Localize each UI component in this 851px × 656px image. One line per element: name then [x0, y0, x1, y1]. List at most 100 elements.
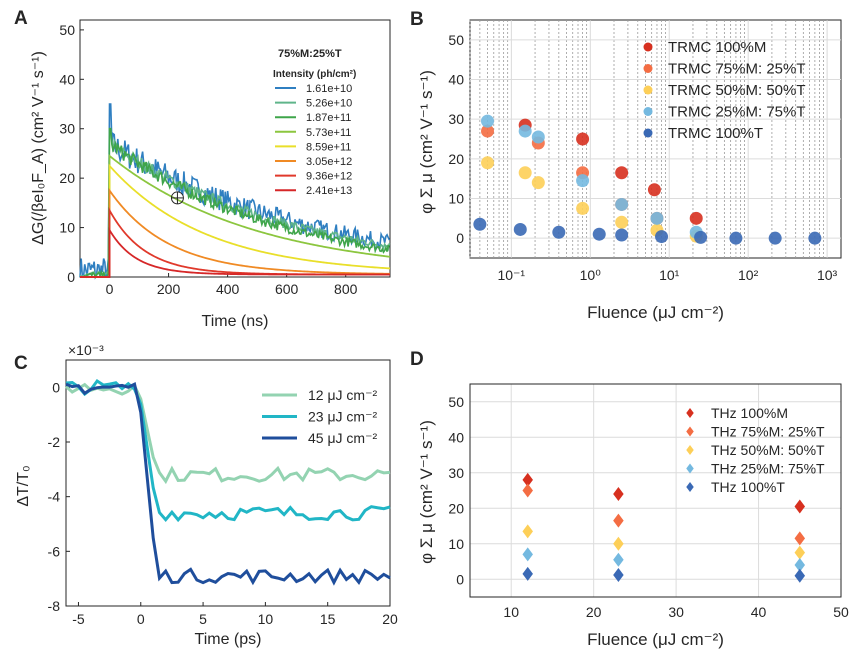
legend-marker — [643, 64, 653, 73]
data-point — [576, 132, 590, 146]
legend-label: 23 μJ cm⁻² — [308, 409, 377, 425]
series-line — [80, 163, 391, 278]
data-point — [531, 176, 545, 190]
data-point — [522, 547, 533, 562]
y-tick-label: 50 — [448, 394, 464, 410]
legend-marker — [686, 445, 694, 455]
legend-label: TRMC 50%M: 50%T — [668, 82, 806, 99]
x-tick-label: 600 — [275, 281, 299, 297]
data-point — [794, 558, 806, 573]
data-point — [808, 231, 822, 245]
legend-label: THz 100%T — [711, 479, 785, 495]
data-point — [473, 217, 487, 231]
data-point — [576, 174, 590, 188]
legend-label: 8.59e+11 — [306, 141, 351, 153]
data-point — [650, 211, 664, 225]
data-point — [481, 124, 495, 138]
y-tick-label: 20 — [448, 500, 464, 516]
legend-label: 45 μJ cm⁻² — [308, 430, 377, 446]
x-tick-label: 200 — [157, 281, 181, 297]
data-point — [615, 166, 629, 180]
x-tick-label: 10⁻¹ — [497, 267, 525, 283]
y-tick-label: 0 — [456, 571, 464, 587]
legend-marker — [686, 463, 694, 474]
data-point — [522, 472, 533, 487]
y-tick-label: 20 — [59, 170, 75, 186]
axes-border — [469, 383, 842, 598]
panel-c: 0 -2 -4 -6 -8 -5 0 5 10 15 20 12 μJ cm⁻² 23 μJ cm⁻² 4… — [15, 342, 398, 648]
x-tick-label: 400 — [216, 281, 240, 297]
legend-label: TRMC 100%T — [668, 125, 763, 142]
legend-label: THz 75%M: 25%T — [711, 424, 825, 440]
x-tick-label: 800 — [334, 281, 358, 297]
legend-marker — [686, 426, 694, 437]
data-point — [794, 568, 806, 583]
panel-a: 0 10 20 30 40 50 0 200 400 600 800 75%M:25%T Intensi… — [30, 19, 391, 330]
data-point — [794, 545, 806, 560]
y-axis-label: ΔG(/βeI₀F_A) (cm² V⁻¹ s⁻¹) — [30, 51, 47, 245]
series-line — [65, 382, 391, 485]
legend-label: THz 50%M: 50%T — [711, 442, 825, 458]
data-point — [613, 567, 624, 582]
x-tick-label: 10² — [738, 267, 759, 283]
legend-label: 1.87e+11 — [306, 112, 351, 124]
x-tick-label: 10⁰ — [580, 267, 602, 283]
y-tick-label: 40 — [448, 72, 464, 88]
y-tick-label: 30 — [448, 465, 464, 481]
data-point — [576, 201, 590, 215]
legend-label: 9.36e+12 — [306, 171, 352, 183]
data-point — [592, 227, 606, 241]
axes-frame — [65, 359, 391, 607]
x-axis-label: Time (ps) — [195, 631, 262, 648]
legend-label: THz 100%M — [711, 405, 788, 421]
legend-label: TRMC 75%M: 25%T — [668, 61, 806, 78]
data-point — [522, 524, 533, 539]
data-point — [768, 231, 782, 245]
panel-label: C — [14, 353, 28, 374]
data-point — [655, 230, 669, 244]
x-tick-label: 20 — [382, 611, 398, 627]
series-line — [80, 154, 391, 278]
panel-b: 0 10 20 30 40 50 10⁻¹ 10⁰ 10¹ 10² 10³ TRMC 100%M TRM… — [417, 19, 842, 322]
y-tick-label: -2 — [48, 434, 61, 450]
legend-marker — [643, 107, 653, 116]
legend-subtitle: Intensity (ph/cm²) — [273, 69, 356, 80]
y-axis-label: φ Σ μ (cm² V⁻¹ s⁻¹) — [417, 70, 436, 214]
y-tick-label: 20 — [448, 151, 464, 167]
panel-d: 10 20 30 40 50 0 10 20 30 40 50 THz 100%M THz 75%M: … — [417, 383, 849, 649]
data-point — [613, 513, 624, 528]
data-point — [518, 166, 532, 180]
x-tick-label: 0 — [106, 281, 114, 297]
x-tick-label: 10 — [258, 611, 274, 627]
x-tick-label: 5 — [199, 611, 207, 627]
legend-marker — [643, 85, 653, 95]
y-axis-label: ΔT/T₀ — [15, 465, 32, 506]
data-point — [513, 222, 527, 236]
y-tick-label: -6 — [48, 543, 61, 559]
x-axis-label: Fluence (μJ cm⁻²) — [587, 630, 724, 649]
data-point — [694, 230, 708, 244]
series-line — [65, 382, 391, 586]
legend-label: TRMC 100%M — [668, 39, 766, 56]
data-point — [647, 183, 661, 197]
data-point — [689, 211, 703, 225]
panel-label: A — [14, 8, 28, 29]
legend-label: 2.41e+13 — [306, 185, 352, 197]
data-point — [729, 231, 743, 245]
data-point — [552, 225, 566, 239]
y-tick-label: 0 — [52, 379, 60, 395]
x-tick-label: 30 — [668, 604, 684, 620]
legend-label: 5.73e+11 — [306, 127, 351, 139]
data-point — [481, 156, 495, 170]
x-tick-label: 20 — [586, 604, 602, 620]
x-axis-label: Fluence (μJ cm⁻²) — [587, 303, 724, 322]
y-tick-label: 30 — [59, 121, 75, 137]
legend-label: 12 μJ cm⁻² — [308, 387, 377, 403]
legend-label: 5.26e+10 — [306, 98, 352, 110]
x-tick-label: 40 — [751, 604, 767, 620]
data-point — [531, 130, 545, 144]
data-point — [615, 197, 629, 211]
legend-label: 1.61e+10 — [306, 83, 352, 95]
y-tick-label: -8 — [48, 598, 61, 614]
